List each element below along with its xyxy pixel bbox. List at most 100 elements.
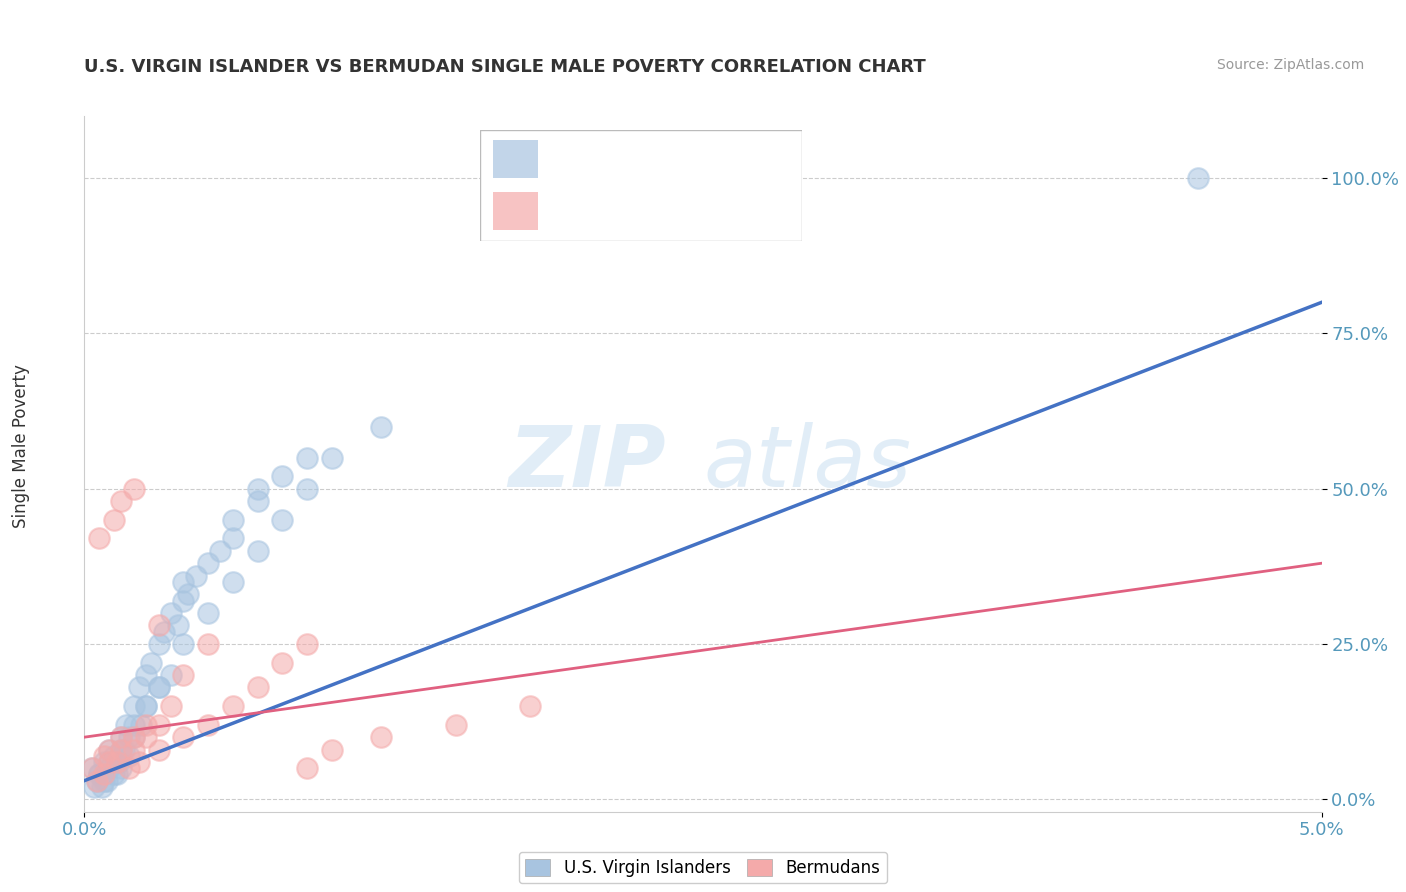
Point <box>197 637 219 651</box>
Point <box>295 637 318 651</box>
Point <box>172 730 194 744</box>
Point <box>83 780 105 794</box>
Point <box>295 450 318 465</box>
Point <box>118 748 141 763</box>
Point <box>148 742 170 756</box>
Point <box>135 699 157 714</box>
Point <box>222 699 245 714</box>
Point <box>98 742 121 756</box>
Point <box>110 494 132 508</box>
Point <box>90 780 112 794</box>
Point <box>128 755 150 769</box>
Point <box>105 755 128 769</box>
Text: U.S. VIRGIN ISLANDER VS BERMUDAN SINGLE MALE POVERTY CORRELATION CHART: U.S. VIRGIN ISLANDER VS BERMUDAN SINGLE … <box>84 58 927 76</box>
Point <box>96 773 118 788</box>
Point <box>103 767 125 781</box>
Point <box>246 681 269 695</box>
Point <box>135 668 157 682</box>
Point <box>167 618 190 632</box>
Point <box>103 513 125 527</box>
Point <box>141 656 163 670</box>
Point <box>148 637 170 651</box>
Point <box>98 761 121 775</box>
Point <box>172 637 194 651</box>
Point <box>122 730 145 744</box>
Point <box>160 699 183 714</box>
Point <box>98 755 121 769</box>
Point <box>80 761 103 775</box>
Point <box>148 618 170 632</box>
Point <box>98 755 121 769</box>
Point <box>118 730 141 744</box>
Text: ZIP: ZIP <box>508 422 666 506</box>
Point <box>122 742 145 756</box>
Point <box>89 767 111 781</box>
Point <box>93 773 115 788</box>
Point <box>110 730 132 744</box>
Point <box>160 668 183 682</box>
Point <box>89 532 111 546</box>
Point <box>110 761 132 775</box>
Text: atlas: atlas <box>703 422 911 506</box>
Point <box>122 482 145 496</box>
Point <box>271 656 294 670</box>
Point <box>197 606 219 620</box>
Point <box>98 742 121 756</box>
Point <box>370 730 392 744</box>
Point <box>246 494 269 508</box>
Point <box>148 681 170 695</box>
Point <box>519 699 541 714</box>
Point <box>184 568 207 582</box>
Point <box>197 717 219 731</box>
Point <box>246 482 269 496</box>
Point <box>128 681 150 695</box>
Point <box>295 482 318 496</box>
Point <box>172 668 194 682</box>
Point <box>122 730 145 744</box>
Point <box>148 717 170 731</box>
Point <box>89 767 111 781</box>
Point <box>110 730 132 744</box>
Text: Source: ZipAtlas.com: Source: ZipAtlas.com <box>1216 58 1364 72</box>
Point <box>135 699 157 714</box>
Point <box>86 773 108 788</box>
Point <box>115 717 138 731</box>
Point <box>93 755 115 769</box>
Legend: U.S. Virgin Islanders, Bermudans: U.S. Virgin Islanders, Bermudans <box>519 852 887 883</box>
Point <box>295 761 318 775</box>
Point <box>135 730 157 744</box>
Point <box>135 717 157 731</box>
Point <box>370 419 392 434</box>
Point <box>172 593 194 607</box>
Point <box>152 624 174 639</box>
Point <box>172 574 194 589</box>
Point <box>222 532 245 546</box>
Point <box>112 742 135 756</box>
Point <box>444 717 467 731</box>
Point <box>1187 171 1209 186</box>
Point <box>122 699 145 714</box>
Point <box>321 742 343 756</box>
Point <box>103 748 125 763</box>
Point <box>118 761 141 775</box>
Point <box>93 748 115 763</box>
Point <box>110 742 132 756</box>
Point <box>271 469 294 483</box>
Point <box>271 513 294 527</box>
Point <box>177 587 200 601</box>
Point <box>209 543 232 558</box>
Point <box>122 717 145 731</box>
Point <box>105 767 128 781</box>
Point <box>110 742 132 756</box>
Point <box>321 450 343 465</box>
Point <box>222 513 245 527</box>
Point <box>160 606 183 620</box>
Point <box>93 767 115 781</box>
Point <box>148 681 170 695</box>
Point <box>108 755 131 769</box>
Point <box>246 543 269 558</box>
Point <box>80 761 103 775</box>
Text: Single Male Poverty: Single Male Poverty <box>13 364 30 528</box>
Point <box>129 717 152 731</box>
Point <box>86 773 108 788</box>
